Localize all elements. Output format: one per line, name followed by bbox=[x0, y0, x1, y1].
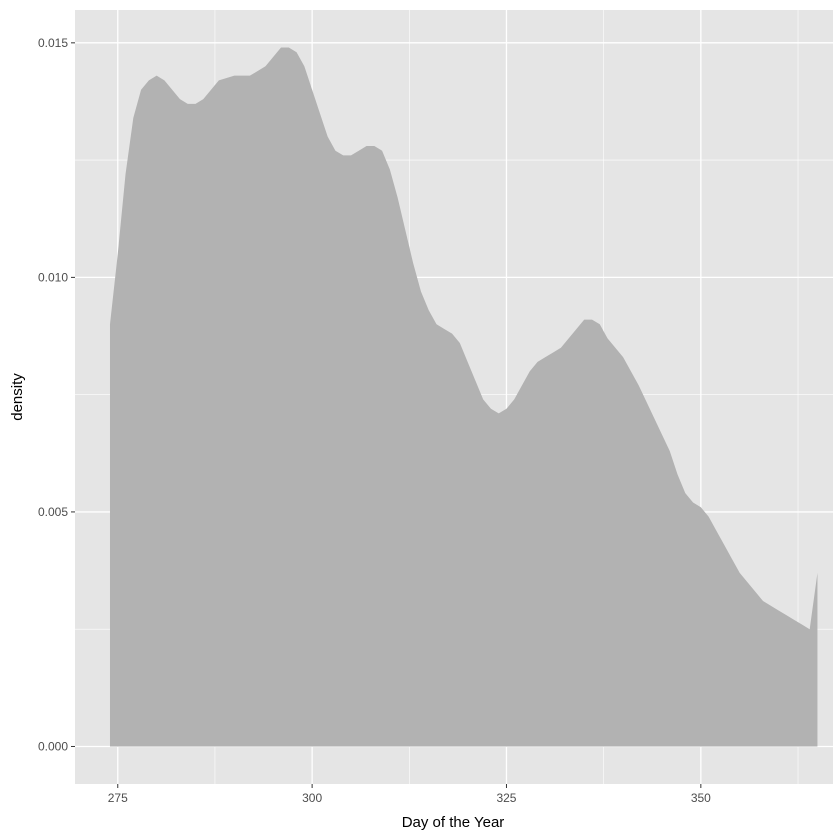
y-tick-label: 0.015 bbox=[38, 36, 68, 50]
density-area bbox=[109, 47, 818, 747]
x-axis: 275 300 325 350 bbox=[108, 784, 711, 805]
x-axis-title: Day of the Year bbox=[402, 814, 505, 831]
y-axis: 0.000 0.005 0.010 0.015 bbox=[38, 36, 75, 753]
x-tick-label: 275 bbox=[108, 791, 128, 805]
x-tick-label: 300 bbox=[302, 791, 322, 805]
x-tick-label: 350 bbox=[691, 791, 711, 805]
x-tick-label: 325 bbox=[496, 791, 516, 805]
y-tick-label: 0.005 bbox=[38, 505, 68, 519]
y-axis-title: density bbox=[9, 373, 26, 421]
y-tick-label: 0.010 bbox=[38, 270, 68, 284]
y-tick-label: 0.000 bbox=[38, 739, 68, 753]
